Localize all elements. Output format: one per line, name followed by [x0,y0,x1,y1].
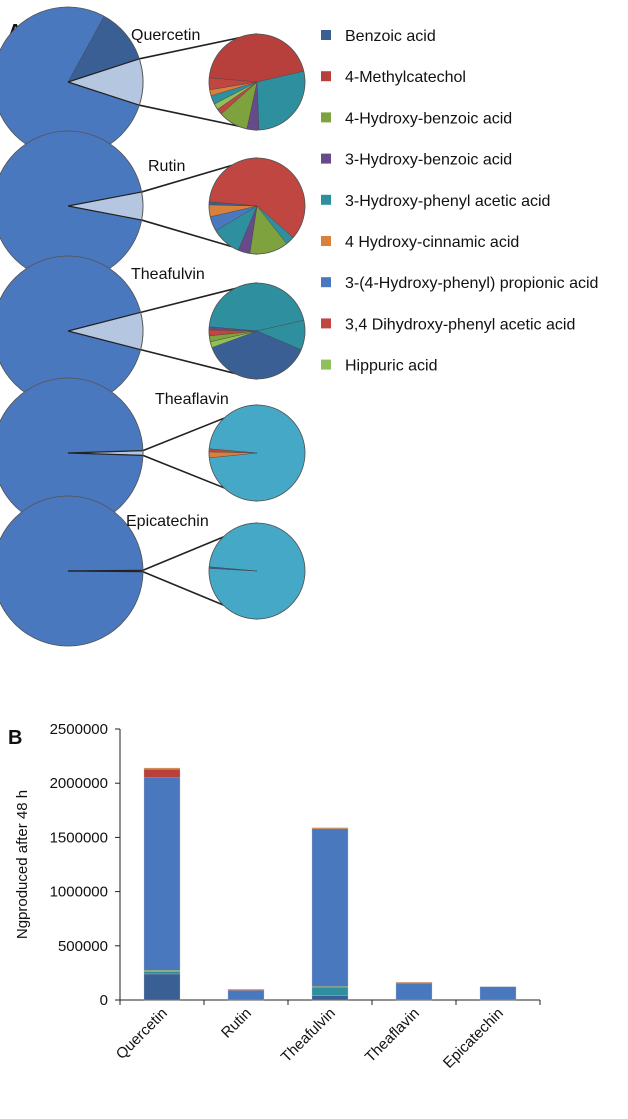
legend-label: 4-Methylcatechol [345,69,466,86]
legend-swatch [321,71,331,82]
bar-theafulvin-benzoic-acid [311,995,349,1001]
x-tick-label-quercetin: Quercetin [113,1005,171,1063]
pie-title-theaflavin: Theaflavin [155,391,229,408]
detail-pie-outline [208,33,306,131]
bar-quercetin-benzoic-acid [143,973,181,1001]
x-tick-label-theaflavin: Theaflavin [362,1005,423,1066]
pie-edge-line [67,450,143,454]
pie-group-epicatechin: Epicatechin [0,495,306,647]
pie-title-epicatechin: Epicatechin [126,513,209,530]
bar-theaflavin-4-hydroxy-cinnamic-acid [395,982,433,984]
bar-theafulvin-3-4-hydroxy-phenyl-propionic-acid [311,828,349,987]
legend-item-4-methylcatechol: 4-Methylcatechol [321,69,466,86]
bar-quercetin-4-hydroxy-cinnamic-acid [143,767,181,770]
y-tick-label: 1500000 [50,829,108,846]
pie-title-rutin: Rutin [148,158,185,175]
y-tick-label: 1000000 [50,884,108,901]
legend-item-3-4-hydroxy-phenyl-propionic-acid: 3-(4-Hydroxy-phenyl) propionic acid [321,275,598,292]
legend-item-3-4-dihydroxy-phenyl-acetic-acid: 3,4 Dihydroxy-phenyl acetic acid [321,316,575,333]
pie-panel: Quercetin Rutin Theafulvin Theaflavin Epicat… [0,6,306,647]
legend-label: 4 Hydroxy-cinnamic acid [345,234,519,251]
legend-label: Benzoic acid [345,28,436,45]
detail-pie-outline [208,522,306,620]
pie-title-theafulvin: Theafulvin [131,266,205,283]
bar-rutin-3-4-hydroxy-phenyl-propionic-acid [227,990,265,1001]
bar-quercetin-4-methylcatechol [143,768,181,778]
pie-group-theafulvin: Theafulvin [0,255,306,407]
legend-item-4-hydroxy-cinnamic-acid: 4 Hydroxy-cinnamic acid [321,234,519,251]
bar-theafulvin-3-hydroxy-phenyl-acetic-acid [311,986,349,996]
main-pie-outline [0,495,144,647]
bar-quercetin-3-4-hydroxy-phenyl-propionic-acid [143,777,181,971]
legend-swatch [321,236,331,246]
pie-group-rutin: Rutin [0,130,306,282]
x-tick-label-epicatechin: Epicatechin [440,1005,507,1072]
bar-epicatechin-3-4-hydroxy-phenyl-propionic-acid [479,986,517,1001]
legend-swatch [321,359,331,370]
pie-edge-line [67,191,142,207]
legend-label: 3,4 Dihydroxy-phenyl acetic acid [345,316,575,333]
y-axis-label: Ngproduced after 48 h [14,790,31,939]
legend-swatch [321,194,331,205]
detail-pie-outline [208,157,306,255]
bar-theafulvin-4-hydroxy-cinnamic-acid [311,827,349,829]
y-tick-label: 2000000 [50,775,108,792]
bar-theaflavin-3-4-hydroxy-phenyl-propionic-acid [395,982,433,1001]
bar-quercetin-3-hydroxy-phenyl-acetic-acid [143,971,181,975]
panel-b-label: B [8,727,22,749]
pie-edge-line [67,311,141,332]
legend-item-3-hydroxy-phenyl-acetic-acid: 3-Hydroxy-phenyl acetic acid [321,193,550,210]
pie-edge-line [67,58,140,83]
legend-item-4-hydroxy-benzoic-acid: 4-Hydroxy-benzoic acid [321,110,512,127]
legend-item-3-hydroxy-benzoic-acid: 3-Hydroxy-benzoic acid [321,152,512,169]
y-tick-label: 0 [100,992,108,1009]
bar-quercetin-4-hydroxy-benzoic-acid [143,970,181,972]
detail-pie-outline [208,404,306,502]
pie-title-quercetin: Quercetin [131,27,200,44]
bar-panel: 0 500000 1000000 1500000 2000000 2500000 Ngpro… [14,721,541,1072]
pie-group-theaflavin: Theaflavin [0,377,306,529]
legend-label: 3-Hydroxy-benzoic acid [345,152,512,169]
legend-label: Hippuric acid [345,358,437,375]
pie-edge-line [67,205,142,221]
legend-item-benzoic-acid: Benzoic acid [321,28,436,45]
pie-edge-line [67,570,144,573]
legend-label: 3-(4-Hydroxy-phenyl) propionic acid [345,275,598,292]
pie-edge-line [67,330,141,351]
legend-swatch [321,318,331,329]
pie-edge-line [67,452,143,456]
x-tick-label-theafulvin: Theafulvin [278,1005,339,1066]
y-tick-label: 500000 [58,938,108,955]
bar-rutin-4-hydroxy-cinnamic-acid [227,989,265,991]
pie-group-quercetin: Quercetin [0,6,306,158]
legend-swatch [321,30,331,40]
legend-swatch [321,112,331,123]
pie-edge-line [67,81,140,106]
legend-item-hippuric-acid: Hippuric acid [321,358,437,375]
detail-pie-outline [208,282,306,380]
legend-swatch [321,153,331,164]
x-tick-label-rutin: Rutin [218,1005,255,1042]
legend-swatch [321,277,331,288]
legend-label: 3-Hydroxy-phenyl acetic acid [345,193,550,210]
y-tick-label: 2500000 [50,721,108,738]
legend: Benzoic acid 4-Methylcatechol 4-Hydroxy-be… [321,28,598,375]
legend-label: 4-Hydroxy-benzoic acid [345,110,512,127]
